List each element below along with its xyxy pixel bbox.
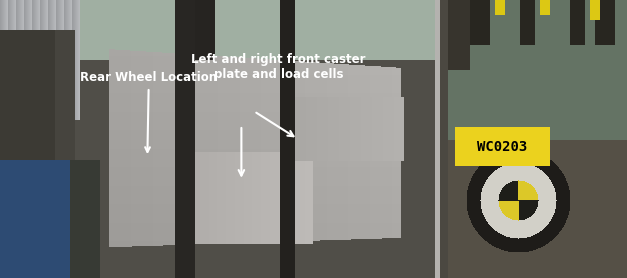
Text: Left and right front caster
plate and load cells: Left and right front caster plate and lo… [191, 53, 366, 81]
Text: Rear Wheel Location: Rear Wheel Location [80, 71, 218, 152]
Text: WC0203: WC0203 [477, 140, 528, 153]
